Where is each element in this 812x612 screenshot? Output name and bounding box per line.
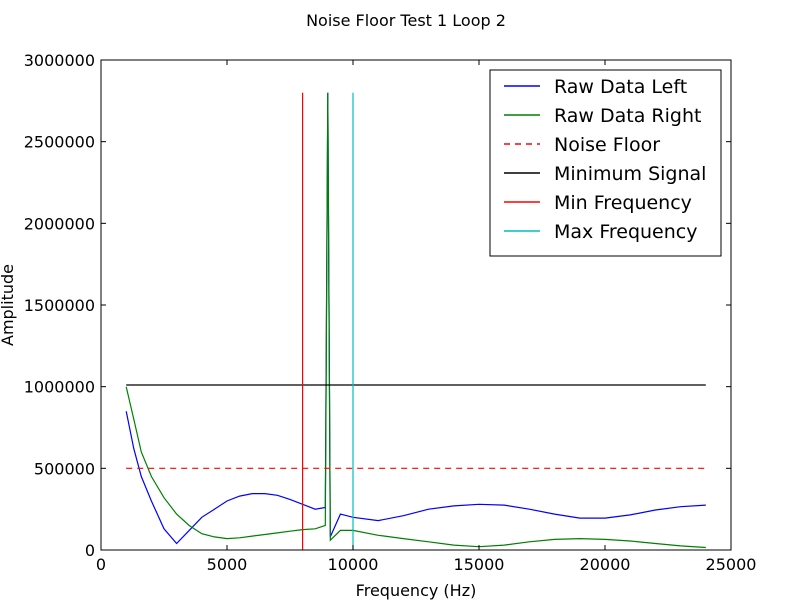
y-axis-title: Amplitude <box>0 264 17 346</box>
legend-label-max-frequency: Max Frequency <box>554 221 697 243</box>
legend-label-minimum-signal: Minimum Signal <box>554 163 706 185</box>
x-tick-label: 0 <box>96 555 106 574</box>
legend-box <box>489 69 722 257</box>
y-tick-label: 2500000 <box>24 133 95 152</box>
x-axis: 0 5000 10000 15000 20000 25000 <box>96 60 757 574</box>
legend-label-noise-floor: Noise Floor <box>554 134 660 156</box>
x-tick-label: 15000 <box>454 555 505 574</box>
x-tick-label: 25000 <box>706 555 757 574</box>
y-tick-label: 3000000 <box>24 51 95 70</box>
legend-label-min-frequency: Min Frequency <box>554 192 692 214</box>
x-tick-label: 5000 <box>207 555 248 574</box>
chart-title: Noise Floor Test 1 Loop 2 <box>306 11 506 30</box>
legend-label-raw-data-left: Raw Data Left <box>554 76 687 98</box>
y-tick-label: 500000 <box>34 459 95 478</box>
legend-label-raw-data-right: Raw Data Right <box>554 105 701 127</box>
y-tick-label: 0 <box>85 541 95 560</box>
y-tick-label: 1000000 <box>24 378 95 397</box>
x-axis-title: Frequency (Hz) <box>356 581 477 600</box>
plot-area <box>125 92 706 550</box>
x-tick-label: 10000 <box>328 555 379 574</box>
x-tick-label: 20000 <box>580 555 631 574</box>
legend: Raw Data Left Raw Data Right Noise Floor Mi… <box>489 69 722 257</box>
series-line-raw-data-right <box>125 92 706 549</box>
y-axis: 0 500000 1000000 1500000 2000000 2500000 30000… <box>24 51 731 560</box>
y-tick-label: 2000000 <box>24 214 95 233</box>
y-tick-label: 1500000 <box>24 296 95 315</box>
